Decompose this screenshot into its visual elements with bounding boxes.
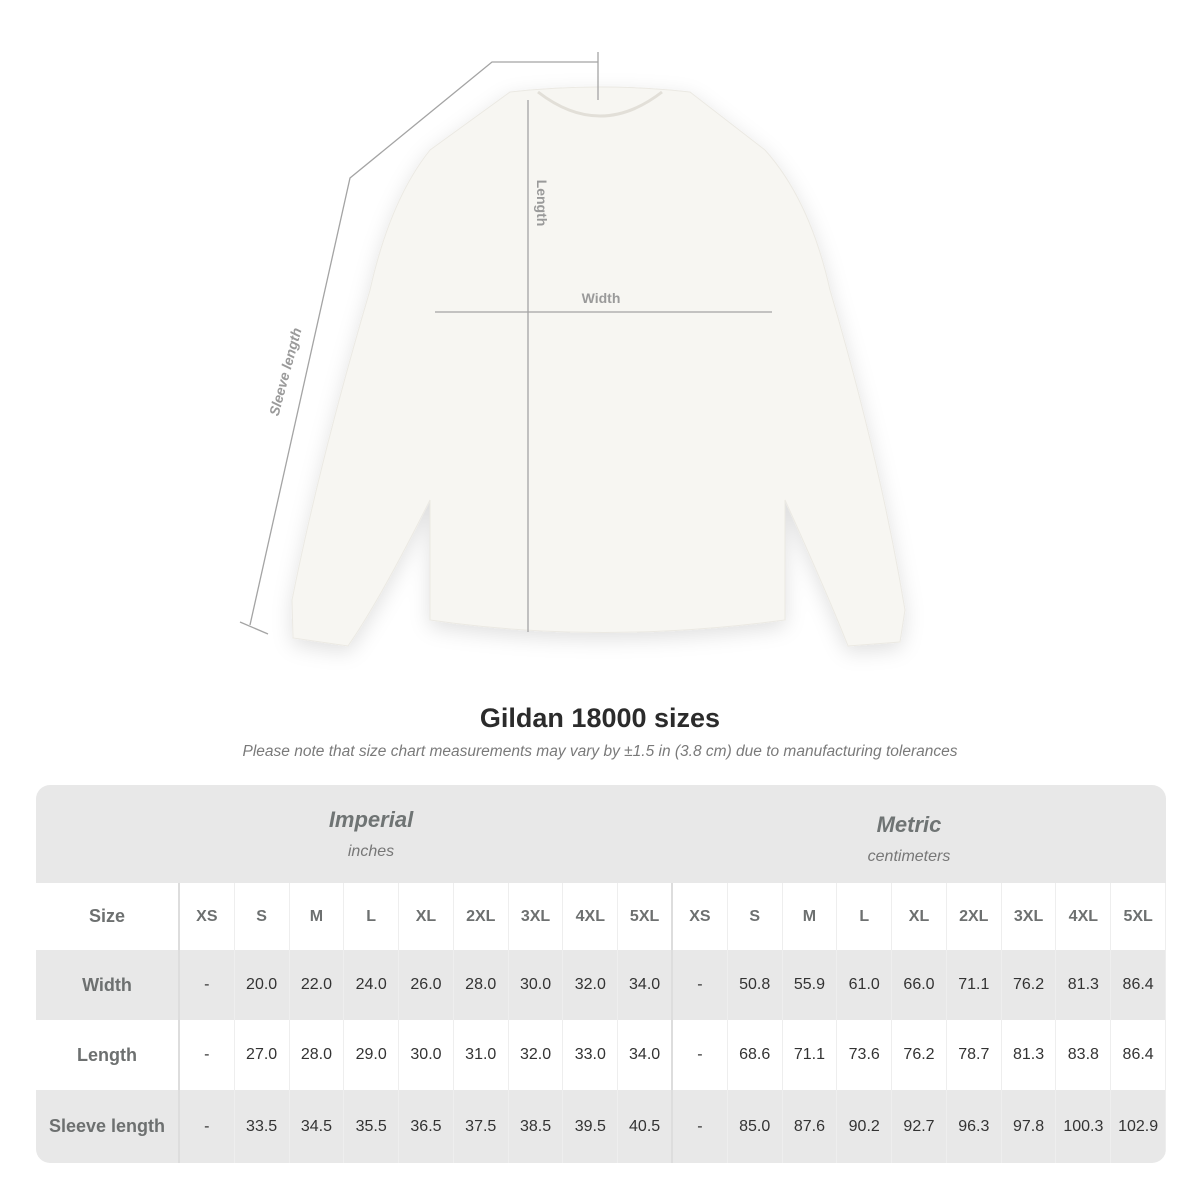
imperial-cell: 34.0	[618, 950, 673, 1020]
metric-cell: 92.7	[892, 1090, 947, 1163]
metric-cell: 76.2	[1002, 950, 1057, 1020]
metric-cell: 61.0	[837, 950, 893, 1020]
row-label: Sleeve length	[36, 1090, 180, 1163]
size-imperial-3xl: 3XL	[509, 883, 564, 950]
metric-cell: -	[673, 950, 728, 1020]
metric-cell: 86.4	[1111, 1020, 1166, 1090]
size-imperial-2xl: 2XL	[454, 883, 509, 950]
imperial-cell: -	[180, 1020, 235, 1090]
size-metric-5xl: 5XL	[1111, 883, 1166, 950]
imperial-cell: 36.5	[399, 1090, 454, 1163]
unit-header: Imperial inches Metric centimeters	[36, 785, 1166, 883]
size-metric-m: M	[783, 883, 838, 950]
size-header-row: Size XS S M L XL 2XL 3XL 4XL 5XL XS S M L XL 2XL 3XL 4XL 5…	[36, 883, 1166, 950]
imperial-cell: 34.5	[290, 1090, 345, 1163]
width-label: Width	[582, 290, 621, 306]
size-metric-xl: XL	[892, 883, 947, 950]
metric-cell: 76.2	[892, 1020, 947, 1090]
size-metric-xs: XS	[673, 883, 728, 950]
size-metric-s: S	[728, 883, 783, 950]
metric-cell: 78.7	[947, 1020, 1002, 1090]
imperial-cell: 38.5	[509, 1090, 564, 1163]
imperial-cell: 33.5	[235, 1090, 290, 1163]
metric-cell: 85.0	[728, 1090, 783, 1163]
metric-cell: 97.8	[1002, 1090, 1057, 1163]
tolerance-note: Please note that size chart measurements…	[242, 743, 958, 760]
metric-cell: 102.9	[1111, 1090, 1166, 1163]
metric-cell: 83.8	[1056, 1020, 1112, 1090]
imperial-cell: 32.0	[563, 950, 619, 1020]
imperial-cell: 33.0	[563, 1020, 619, 1090]
sweatshirt-image	[291, 86, 906, 647]
imperial-cell: 32.0	[509, 1020, 564, 1090]
imperial-cell: 20.0	[235, 950, 290, 1020]
size-imperial-xs: XS	[180, 883, 235, 950]
metric-cell: 96.3	[947, 1090, 1002, 1163]
imperial-cell: 24.0	[344, 950, 400, 1020]
row-label: Length	[36, 1020, 180, 1090]
imperial-cell: 27.0	[235, 1020, 290, 1090]
metric-cell: 66.0	[892, 950, 947, 1020]
imperial-unit: inches	[347, 843, 395, 860]
metric-cell: -	[673, 1090, 728, 1163]
size-label: Size	[36, 883, 180, 950]
metric-unit: centimeters	[867, 848, 951, 865]
imperial-header: Imperial inches	[180, 807, 562, 861]
size-imperial-l: L	[344, 883, 400, 950]
metric-cell: 68.6	[728, 1020, 783, 1090]
imperial-name: Imperial	[328, 807, 414, 832]
size-imperial-5xl: 5XL	[618, 883, 673, 950]
metric-cell: 50.8	[728, 950, 783, 1020]
size-imperial-xl: XL	[399, 883, 454, 950]
metric-cell: 55.9	[783, 950, 838, 1020]
size-imperial-4xl: 4XL	[563, 883, 619, 950]
chart-title: Gildan 18000 sizes	[479, 703, 721, 733]
size-table: Imperial inches Metric centimeters Size X…	[36, 785, 1166, 1163]
metric-cell: -	[673, 1020, 728, 1090]
metric-cell: 81.3	[1056, 950, 1112, 1020]
size-metric-4xl: 4XL	[1056, 883, 1112, 950]
metric-cell: 90.2	[837, 1090, 893, 1163]
row-label: Width	[36, 950, 180, 1020]
imperial-cell: -	[180, 950, 235, 1020]
metric-name: Metric	[876, 812, 942, 837]
table-row: Width -20.0 22.0 24.0 26.0 28.0 30.0 32.0 34.0-5…	[36, 950, 1166, 1020]
metric-cell: 87.6	[783, 1090, 838, 1163]
imperial-cell: 31.0	[454, 1020, 509, 1090]
size-imperial-m: M	[290, 883, 345, 950]
sweatshirt-diagram: Length Width Sleeve length	[239, 52, 906, 647]
table-row: Length -27.0 28.0 29.0 30.0 31.0 32.0 33.0 34.0-…	[36, 1020, 1166, 1090]
metric-cell: 71.1	[947, 950, 1002, 1020]
size-imperial-s: S	[235, 883, 290, 950]
table-row: Sleeve length -33.5 34.5 35.5 36.5 37.5 38.5 39…	[36, 1090, 1166, 1163]
imperial-cell: 30.0	[509, 950, 564, 1020]
sleeve-length-label: Sleeve length	[266, 326, 305, 417]
metric-cell: 71.1	[783, 1020, 838, 1090]
imperial-cell: 22.0	[290, 950, 345, 1020]
size-metric-l: L	[837, 883, 893, 950]
size-metric-2xl: 2XL	[947, 883, 1002, 950]
metric-header: Metric centimeters	[672, 812, 1146, 866]
imperial-cell: 29.0	[344, 1020, 400, 1090]
imperial-cell: -	[180, 1090, 235, 1163]
size-metric-3xl: 3XL	[1002, 883, 1057, 950]
metric-cell: 73.6	[837, 1020, 893, 1090]
imperial-cell: 37.5	[454, 1090, 509, 1163]
imperial-cell: 39.5	[563, 1090, 619, 1163]
imperial-cell: 30.0	[399, 1020, 454, 1090]
metric-cell: 100.3	[1056, 1090, 1112, 1163]
imperial-cell: 28.0	[290, 1020, 345, 1090]
imperial-cell: 28.0	[454, 950, 509, 1020]
imperial-cell: 26.0	[399, 950, 454, 1020]
imperial-cell: 40.5	[618, 1090, 673, 1163]
length-label: Length	[534, 180, 550, 227]
metric-cell: 86.4	[1111, 950, 1166, 1020]
imperial-cell: 35.5	[344, 1090, 400, 1163]
imperial-cell: 34.0	[618, 1020, 673, 1090]
metric-cell: 81.3	[1002, 1020, 1057, 1090]
